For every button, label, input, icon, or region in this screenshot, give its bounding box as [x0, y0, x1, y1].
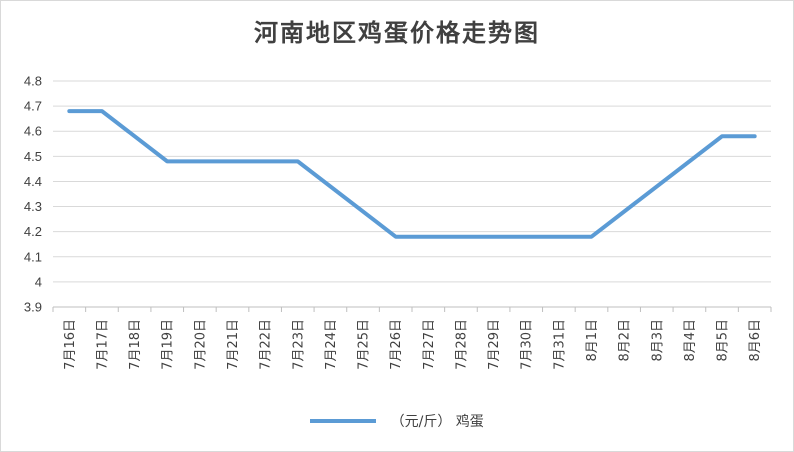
legend-label: （元/斤） 鸡蛋 — [390, 414, 484, 430]
series-layer — [67, 109, 757, 239]
y-tick-label: 4.7 — [24, 99, 42, 114]
x-tick-label: 7月27日 — [422, 319, 437, 370]
y-tick-label: 4.1 — [24, 249, 42, 264]
legend-swatch — [310, 419, 377, 423]
x-axis-ticks — [52, 307, 772, 312]
x-tick-label: 7月21日 — [226, 319, 241, 370]
x-tick-label: 7月29日 — [487, 319, 502, 370]
x-tick-label: 7月20日 — [193, 319, 208, 370]
y-tick-label: 4.8 — [24, 74, 42, 89]
y-tick-label: 4.5 — [24, 149, 42, 164]
x-tick-label: 7月22日 — [259, 319, 274, 370]
x-tick-label: 7月26日 — [389, 319, 404, 370]
x-tick-label: 7月30日 — [520, 319, 535, 370]
x-tick-label: 7月23日 — [291, 319, 306, 370]
x-tick-label: 8月4日 — [683, 319, 698, 362]
x-tick-label: 7月24日 — [324, 319, 339, 370]
chart-plot: 3.944.14.24.34.44.54.64.74.8 7月16日 7月17日 7… — [24, 74, 772, 370]
x-tick-label: 7月18日 — [128, 319, 143, 370]
x-tick-label: 7月19日 — [161, 319, 176, 370]
x-tick-label: 7月28日 — [454, 319, 469, 370]
x-tick-label: 7月31日 — [552, 319, 567, 370]
x-tick-label: 8月3日 — [650, 319, 665, 362]
x-tick-label: 7月16日 — [63, 319, 78, 370]
grid-lines — [53, 80, 771, 308]
x-tick-label: 8月1日 — [585, 319, 600, 362]
x-tick-label: 7月17日 — [95, 319, 110, 370]
x-tick-label: 8月6日 — [748, 319, 763, 362]
chart-title: 河南地区鸡蛋价格走势图 — [254, 18, 540, 47]
y-tick-label: 4.3 — [24, 199, 42, 214]
y-tick-label: 4 — [35, 274, 42, 289]
y-tick-label: 4.2 — [24, 224, 42, 239]
legend: （元/斤） 鸡蛋 — [1, 411, 793, 431]
x-tick-label: 8月5日 — [716, 319, 731, 362]
y-tick-label: 3.9 — [24, 300, 42, 315]
y-tick-label: 4.6 — [24, 124, 42, 139]
series-line — [67, 109, 757, 239]
x-axis-labels: 7月16日 7月17日 7月18日 7月19日 7月20日 7月21日 7月22日 7月23日… — [63, 319, 763, 370]
x-tick-label: 7月25日 — [357, 319, 372, 370]
y-axis-labels: 3.9 4 4.1 4.2 4.3 4.4 4.5 4.6 4.7 4.8 — [24, 74, 42, 315]
y-tick-label: 4.4 — [24, 174, 42, 189]
x-tick-label: 8月2日 — [618, 319, 633, 362]
